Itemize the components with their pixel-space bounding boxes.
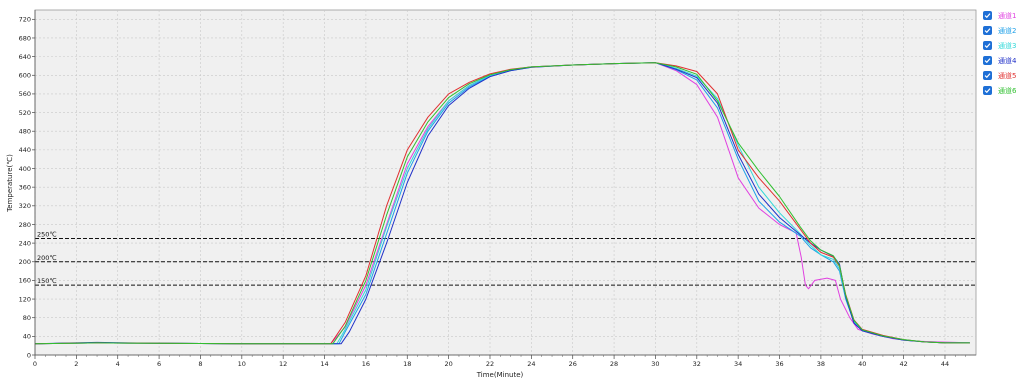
checkbox-checked-icon[interactable] <box>983 71 992 80</box>
y-tick-label: 200 <box>19 258 31 266</box>
legend-label: 通道4 <box>998 56 1017 65</box>
x-tick-label: 14 <box>320 360 328 368</box>
y-tick-label: 400 <box>19 165 31 173</box>
x-tick-label: 12 <box>279 360 287 368</box>
legend-label: 通道1 <box>998 11 1017 20</box>
legend-item-1[interactable]: 通道1 <box>983 8 1031 23</box>
y-tick-label: 720 <box>19 16 31 24</box>
checkbox-checked-icon[interactable] <box>983 41 992 50</box>
series-line-6 <box>34 62 970 345</box>
x-tick-label: 38 <box>817 360 825 368</box>
y-tick-label: 560 <box>19 90 31 98</box>
legend-label: 通道5 <box>998 71 1017 80</box>
x-tick-label: 40 <box>858 360 866 368</box>
reference-lines: 250℃ 200℃ 150℃ <box>35 230 976 286</box>
x-tick-label: 32 <box>693 360 701 368</box>
checkbox-checked-icon[interactable] <box>983 56 992 65</box>
x-tick-label: 4 <box>116 360 120 368</box>
y-tick-label: 600 <box>19 72 31 80</box>
series-line-3 <box>34 62 970 345</box>
x-tick-label: 10 <box>238 360 246 368</box>
y-tick-label: 40 <box>23 333 31 341</box>
y-axis-label: Temperature(℃) <box>6 154 14 213</box>
legend-label: 通道2 <box>998 26 1017 35</box>
x-tick-label: 26 <box>569 360 577 368</box>
y-tick-label: 480 <box>19 128 31 136</box>
reference-line-label: 250℃ <box>37 230 57 238</box>
x-tick-label: 16 <box>362 360 370 368</box>
y-tick-label: 320 <box>19 202 31 210</box>
x-tick-label: 30 <box>651 360 659 368</box>
plot-area <box>34 9 977 356</box>
y-tick-label: 360 <box>19 183 31 191</box>
series-lines <box>34 62 970 345</box>
x-tick-label: 18 <box>403 360 411 368</box>
x-tick-label: 24 <box>527 360 535 368</box>
checkbox-checked-icon[interactable] <box>983 26 992 35</box>
y-tick-label: 680 <box>19 34 31 42</box>
legend-label: 通道6 <box>998 86 1017 95</box>
legend-label: 通道3 <box>998 41 1017 50</box>
y-tick-label: 80 <box>23 314 31 322</box>
legend-item-2[interactable]: 通道2 <box>983 23 1031 38</box>
y-tick-label: 440 <box>19 146 31 154</box>
x-tick-label: 44 <box>941 360 949 368</box>
x-tick-label: 6 <box>157 360 161 368</box>
x-tick-label: 28 <box>610 360 618 368</box>
y-tick-label: 160 <box>19 277 31 285</box>
checkbox-checked-icon[interactable] <box>983 86 992 95</box>
x-tick-label: 2 <box>74 360 78 368</box>
x-tick-label: 34 <box>734 360 742 368</box>
reference-line-label: 150℃ <box>37 277 57 285</box>
x-tick-label: 22 <box>486 360 494 368</box>
legend-item-5[interactable]: 通道5 <box>983 68 1031 83</box>
series-line-4 <box>34 62 970 345</box>
legend-item-6[interactable]: 通道6 <box>983 83 1031 98</box>
y-tick-label: 0 <box>27 351 31 359</box>
checkbox-checked-icon[interactable] <box>983 11 992 20</box>
y-tick-label: 640 <box>19 53 31 61</box>
x-tick-label: 42 <box>899 360 907 368</box>
y-tick-label: 280 <box>19 221 31 229</box>
y-tick-label: 120 <box>19 295 31 303</box>
y-tick-label: 240 <box>19 239 31 247</box>
y-tick-label: 520 <box>19 109 31 117</box>
legend-item-3[interactable]: 通道3 <box>983 38 1031 53</box>
x-tick-label: 8 <box>198 360 202 368</box>
x-axis-label: Time(Minute) <box>476 371 524 379</box>
reference-line-label: 200℃ <box>37 254 57 262</box>
legend: 通道1 通道2 通道3 通道4 通道5 通道6 <box>983 8 1031 98</box>
axes: 0 2 4 6 8 10 12 14 16 18 20 22 24 26 28 30 32 34 36 38 40 42 4… <box>19 10 976 368</box>
legend-item-4[interactable]: 通道4 <box>983 53 1031 68</box>
x-tick-label: 20 <box>444 360 452 368</box>
x-tick-label: 36 <box>775 360 783 368</box>
x-tick-label: 0 <box>33 360 37 368</box>
